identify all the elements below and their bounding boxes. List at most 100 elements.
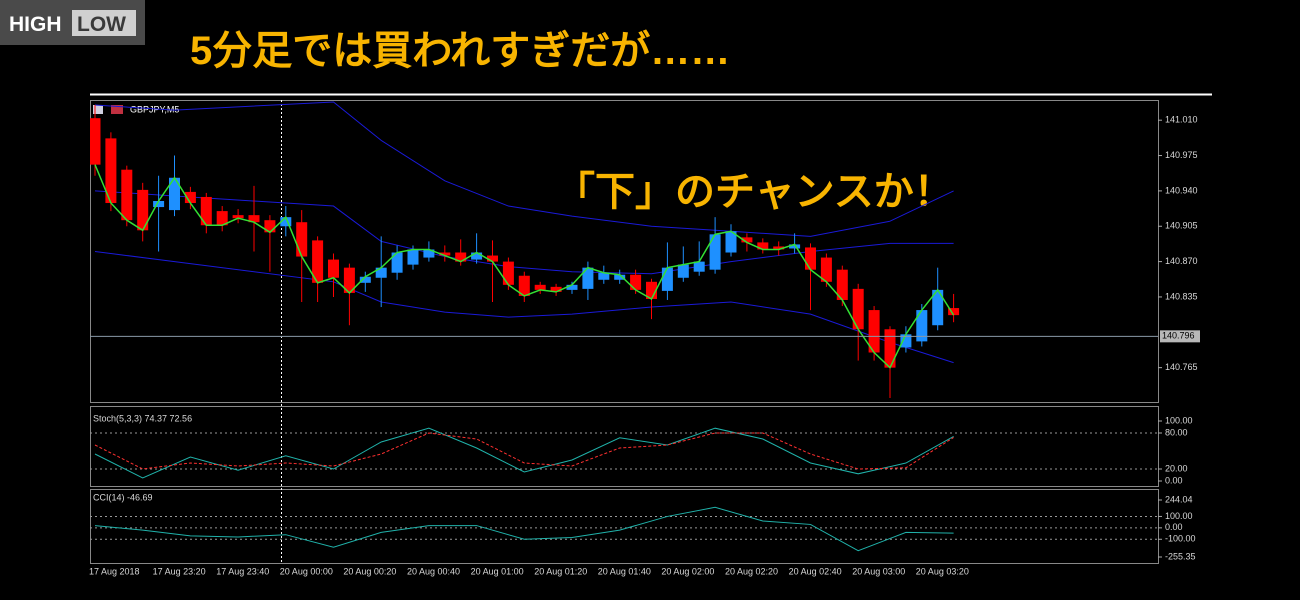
- candle-body: [502, 261, 514, 285]
- y-tick-label: 140.905: [1165, 221, 1198, 231]
- time-label: 20 Aug 01:00: [471, 566, 524, 576]
- candle-body: [677, 264, 689, 278]
- candle-body: [566, 284, 578, 290]
- candle-body: [153, 201, 165, 208]
- candle-body: [248, 215, 260, 223]
- candle-body: [264, 220, 276, 233]
- candle-body: [343, 267, 355, 293]
- candle-body: [105, 138, 117, 204]
- close-line: [94, 164, 955, 369]
- time-label: 17 Aug 23:40: [216, 566, 269, 576]
- candle-body: [582, 267, 594, 289]
- time-label: 17 Aug 2018: [89, 566, 140, 576]
- icon: [93, 105, 103, 114]
- candle-body: [868, 310, 880, 353]
- candle-body: [216, 211, 228, 226]
- candle-body: [646, 281, 657, 299]
- indicator-line: [94, 432, 954, 470]
- y-tick-label: 140.765: [1165, 362, 1198, 372]
- candle-body: [932, 289, 944, 326]
- indicator-label: Stoch(5,3,3) 74.37 72.56: [93, 413, 192, 423]
- candle-body: [630, 274, 642, 290]
- y-tick-label: 0.00: [1165, 522, 1183, 532]
- candle-body: [725, 231, 737, 253]
- candle-body: [900, 334, 912, 348]
- candle-body: [614, 274, 626, 280]
- time-label: 20 Aug 02:20: [725, 566, 778, 576]
- y-tick-label: 20.00: [1165, 463, 1188, 473]
- candle-body: [741, 237, 753, 243]
- y-tick-label: 100.00: [1165, 511, 1193, 521]
- time-label: 20 Aug 01:20: [534, 566, 587, 576]
- band-line: [94, 251, 954, 364]
- candle-body: [391, 252, 403, 273]
- candle-body: [948, 308, 960, 316]
- time-label: 20 Aug 00:00: [280, 566, 333, 576]
- candle-body: [709, 234, 721, 270]
- candle-body: [773, 246, 785, 250]
- flag-icon: [111, 105, 123, 114]
- time-label: 20 Aug 00:40: [407, 566, 460, 576]
- time-label: 20 Aug 02:00: [661, 566, 714, 576]
- stoch-pane: [90, 406, 1159, 487]
- candle-body: [789, 244, 801, 249]
- y-tick-label: 140.975: [1165, 150, 1198, 160]
- logo-low-box: [72, 10, 136, 36]
- logo-low: LOW: [77, 13, 126, 36]
- candle-body: [200, 196, 212, 226]
- candle-body: [169, 177, 180, 211]
- candle-body: [836, 269, 848, 300]
- candle-body: [184, 191, 196, 204]
- logo-high: HIGH: [9, 13, 62, 36]
- candle-body: [423, 249, 435, 258]
- y-tick-label: 0.00: [1165, 475, 1183, 485]
- candle-body: [328, 259, 339, 278]
- indicator-line: [94, 506, 954, 552]
- candle-body: [805, 247, 816, 270]
- main-pane: [90, 100, 1159, 403]
- y-tick-label: -100.00: [1165, 534, 1196, 544]
- candle-body: [757, 242, 769, 250]
- candle-body: [518, 275, 530, 296]
- time-label: 20 Aug 03:20: [916, 566, 969, 576]
- annotation: 「下」のチャンスか！: [555, 170, 954, 214]
- candle-body: [550, 286, 562, 292]
- candle-body: [487, 255, 498, 262]
- time-label: 17 Aug 23:20: [153, 566, 206, 576]
- candle-body: [296, 222, 308, 257]
- candle-body: [455, 252, 467, 262]
- headline: 5分足では買われすぎだが……: [190, 29, 730, 73]
- candle-body: [852, 288, 864, 330]
- candle-body: [820, 257, 832, 282]
- candle-body: [471, 252, 483, 260]
- current-price-label: 140.796: [1162, 331, 1195, 341]
- candle-body: [90, 118, 101, 165]
- candle-body: [137, 189, 149, 231]
- candle-body: [121, 169, 133, 221]
- indicator-line: [94, 427, 954, 479]
- cci-pane: [90, 489, 1159, 564]
- candle-body: [693, 261, 705, 272]
- band-line: [94, 101, 954, 237]
- candle-body: [439, 252, 451, 256]
- time-label: 20 Aug 02:40: [789, 566, 842, 576]
- band-line: [94, 190, 954, 275]
- candle-body: [534, 284, 546, 290]
- candle-body: [359, 276, 371, 283]
- time-label: 20 Aug 00:20: [343, 566, 396, 576]
- y-tick-label: 140.940: [1165, 185, 1198, 195]
- symbol-label: GBPJPY,M5: [130, 104, 179, 114]
- current-price-box: [1160, 330, 1200, 343]
- candle-body: [280, 217, 292, 227]
- y-tick-label: 141.010: [1165, 115, 1198, 125]
- indicator-label: CCI(14) -46.69: [93, 492, 153, 502]
- price-plot: [90, 101, 960, 398]
- y-tick-label: 100.00: [1165, 415, 1193, 425]
- candle-body: [232, 215, 244, 219]
- time-label: 20 Aug 01:40: [598, 566, 651, 576]
- candle-body: [312, 240, 324, 283]
- y-tick-label: 244.04: [1165, 494, 1193, 504]
- candle-body: [375, 267, 387, 278]
